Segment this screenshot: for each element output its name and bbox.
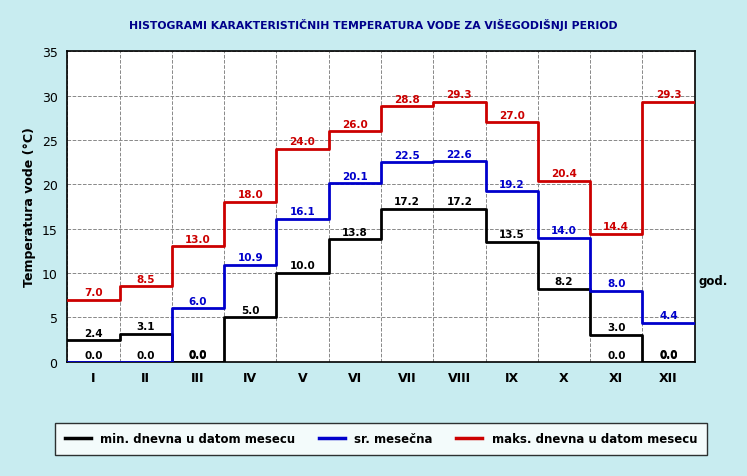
Text: 4.4: 4.4	[659, 310, 678, 320]
Text: 0.0: 0.0	[189, 350, 207, 360]
maks. dnevna u datom mesecu	[115, 284, 124, 289]
Text: 18.0: 18.0	[238, 190, 263, 200]
Text: 22.6: 22.6	[447, 149, 472, 159]
Text: 22.5: 22.5	[394, 150, 420, 160]
Text: 26.0: 26.0	[342, 119, 368, 129]
sr. mesečna	[272, 217, 281, 222]
Text: 6.0: 6.0	[189, 296, 207, 306]
maks. dnevna u datom mesecu	[429, 100, 438, 106]
min. dnevna u datom mesecu	[324, 237, 333, 243]
Text: 29.3: 29.3	[447, 90, 472, 100]
Text: 17.2: 17.2	[447, 197, 472, 207]
min. dnevna u datom mesecu	[272, 270, 281, 276]
min. dnevna u datom mesecu	[429, 207, 438, 213]
Legend: min. dnevna u datom mesecu, sr. mesečna, maks. dnevna u datom mesecu: min. dnevna u datom mesecu, sr. mesečna,…	[55, 423, 707, 455]
Text: 3.0: 3.0	[607, 323, 625, 333]
Text: 0.0: 0.0	[660, 349, 678, 359]
maks. dnevna u datom mesecu	[638, 100, 647, 106]
min. dnevna u datom mesecu	[63, 337, 72, 343]
Text: 13.0: 13.0	[185, 234, 211, 244]
Text: 8.0: 8.0	[607, 278, 625, 288]
Text: 24.0: 24.0	[290, 137, 315, 147]
Text: 7.0: 7.0	[84, 287, 102, 297]
sr. mesečna	[429, 159, 438, 165]
maks. dnevna u datom mesecu	[533, 178, 542, 184]
Text: 0.0: 0.0	[660, 350, 678, 360]
Text: 20.1: 20.1	[342, 171, 368, 181]
maks. dnevna u datom mesecu	[586, 232, 595, 238]
Text: 0.0: 0.0	[137, 350, 155, 360]
Text: 8.5: 8.5	[137, 274, 155, 284]
Text: 5.0: 5.0	[241, 305, 259, 315]
Text: god.: god.	[699, 274, 728, 287]
Text: 16.1: 16.1	[290, 207, 315, 217]
maks. dnevna u datom mesecu	[324, 129, 333, 135]
min. dnevna u datom mesecu	[220, 315, 229, 320]
Text: 2.4: 2.4	[84, 328, 102, 338]
Text: 19.2: 19.2	[499, 179, 524, 189]
sr. mesečna	[376, 160, 385, 166]
min. dnevna u datom mesecu	[586, 332, 595, 338]
Text: 13.5: 13.5	[499, 230, 524, 240]
sr. mesečna	[586, 288, 595, 294]
Text: 10.9: 10.9	[238, 253, 263, 263]
Text: 29.3: 29.3	[656, 90, 681, 100]
sr. mesečna	[638, 320, 647, 326]
Text: 8.2: 8.2	[555, 277, 573, 287]
maks. dnevna u datom mesecu	[376, 104, 385, 110]
sr. mesečna	[115, 359, 124, 365]
maks. dnevna u datom mesecu	[690, 100, 699, 106]
Line: min. dnevna u datom mesecu: min. dnevna u datom mesecu	[67, 210, 695, 362]
Line: maks. dnevna u datom mesecu: maks. dnevna u datom mesecu	[67, 103, 695, 300]
sr. mesečna	[690, 320, 699, 326]
Text: 0.0: 0.0	[84, 350, 102, 360]
min. dnevna u datom mesecu	[690, 359, 699, 365]
Text: 10.0: 10.0	[290, 261, 315, 271]
sr. mesečna	[533, 235, 542, 241]
maks. dnevna u datom mesecu	[167, 244, 176, 250]
Text: HISTOGRAMI KARAKTERISTIČNIH TEMPERATURA VODE ZA VIŠEGODIŠNJI PERIOD: HISTOGRAMI KARAKTERISTIČNIH TEMPERATURA …	[129, 19, 618, 31]
min. dnevna u datom mesecu	[481, 239, 490, 245]
Text: 14.0: 14.0	[551, 225, 577, 235]
Text: 0.0: 0.0	[607, 350, 625, 360]
min. dnevna u datom mesecu	[167, 359, 176, 365]
Y-axis label: Temperatura vode (°C): Temperatura vode (°C)	[23, 127, 36, 287]
min. dnevna u datom mesecu	[376, 207, 385, 213]
sr. mesečna	[63, 359, 72, 365]
Text: 3.1: 3.1	[137, 322, 155, 332]
Text: 14.4: 14.4	[604, 222, 629, 232]
maks. dnevna u datom mesecu	[220, 200, 229, 206]
Text: 17.2: 17.2	[394, 197, 420, 207]
sr. mesečna	[167, 306, 176, 312]
Text: 13.8: 13.8	[342, 227, 368, 237]
Text: 20.4: 20.4	[551, 169, 577, 179]
sr. mesečna	[481, 189, 490, 195]
Text: 0.0: 0.0	[189, 349, 207, 359]
maks. dnevna u datom mesecu	[481, 120, 490, 126]
sr. mesečna	[324, 181, 333, 187]
Text: 27.0: 27.0	[499, 110, 524, 120]
min. dnevna u datom mesecu	[638, 359, 647, 365]
maks. dnevna u datom mesecu	[272, 147, 281, 152]
maks. dnevna u datom mesecu	[63, 297, 72, 303]
min. dnevna u datom mesecu	[115, 331, 124, 337]
Text: 28.8: 28.8	[394, 95, 420, 105]
sr. mesečna	[220, 263, 229, 268]
Line: sr. mesečna: sr. mesečna	[67, 162, 695, 362]
min. dnevna u datom mesecu	[533, 287, 542, 292]
